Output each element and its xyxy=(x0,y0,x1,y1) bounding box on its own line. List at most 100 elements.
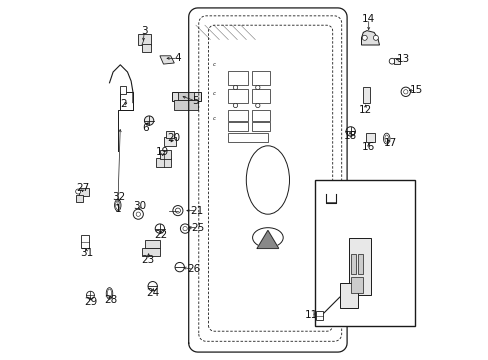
Polygon shape xyxy=(257,230,278,248)
Text: 7: 7 xyxy=(363,236,369,246)
Text: c: c xyxy=(212,62,215,67)
Text: 10: 10 xyxy=(331,189,344,199)
Text: 17: 17 xyxy=(383,138,396,148)
Bar xyxy=(138,34,151,45)
Bar xyxy=(81,235,88,248)
Bar xyxy=(156,158,170,167)
Circle shape xyxy=(373,35,378,40)
Text: 13: 13 xyxy=(396,54,409,64)
Bar xyxy=(228,71,247,85)
Bar xyxy=(362,87,370,103)
Ellipse shape xyxy=(106,288,113,299)
Bar xyxy=(76,195,82,202)
Text: 32: 32 xyxy=(112,192,125,202)
Text: c: c xyxy=(212,116,215,121)
Ellipse shape xyxy=(384,135,387,142)
Ellipse shape xyxy=(383,133,389,144)
Bar xyxy=(178,92,194,100)
Text: 30: 30 xyxy=(133,201,145,211)
Circle shape xyxy=(183,226,187,231)
Text: 12: 12 xyxy=(358,105,371,115)
Polygon shape xyxy=(172,92,201,101)
Bar xyxy=(316,311,322,320)
Text: 6: 6 xyxy=(142,123,148,133)
Bar xyxy=(163,137,176,146)
Text: 3: 3 xyxy=(141,26,147,36)
Text: 14: 14 xyxy=(361,14,375,24)
Text: 31: 31 xyxy=(80,248,93,258)
Text: 24: 24 xyxy=(146,288,159,298)
Circle shape xyxy=(362,35,366,40)
Circle shape xyxy=(144,116,153,125)
Text: 20: 20 xyxy=(167,132,181,143)
Ellipse shape xyxy=(115,201,120,210)
Bar xyxy=(79,188,89,196)
Text: 21: 21 xyxy=(190,206,203,216)
Circle shape xyxy=(346,127,355,136)
Bar xyxy=(314,180,415,326)
Bar xyxy=(160,150,170,159)
Bar xyxy=(357,254,363,274)
Bar xyxy=(251,71,269,85)
Text: 2: 2 xyxy=(121,99,127,109)
Text: 8: 8 xyxy=(405,197,412,207)
Bar xyxy=(145,240,160,248)
Bar xyxy=(142,248,160,256)
Circle shape xyxy=(172,206,183,216)
Text: 18: 18 xyxy=(343,131,356,141)
Bar xyxy=(350,277,363,293)
Bar xyxy=(120,86,125,94)
Circle shape xyxy=(175,208,180,213)
Circle shape xyxy=(255,85,260,90)
Ellipse shape xyxy=(246,146,289,214)
Bar xyxy=(166,131,174,138)
Bar xyxy=(142,44,151,52)
Bar xyxy=(393,58,400,64)
Circle shape xyxy=(148,282,157,291)
Circle shape xyxy=(233,103,237,108)
Ellipse shape xyxy=(114,199,121,211)
Bar xyxy=(228,133,267,142)
Text: 27: 27 xyxy=(77,183,90,193)
Text: 15: 15 xyxy=(409,85,422,95)
Circle shape xyxy=(136,212,140,216)
Text: 11: 11 xyxy=(304,310,317,320)
Circle shape xyxy=(233,85,237,90)
Text: 26: 26 xyxy=(186,264,200,274)
Bar xyxy=(228,122,247,131)
Circle shape xyxy=(86,291,94,299)
Polygon shape xyxy=(160,56,174,64)
Text: 28: 28 xyxy=(104,294,117,305)
Text: 29: 29 xyxy=(83,297,97,307)
Text: 9: 9 xyxy=(348,270,355,280)
Text: 25: 25 xyxy=(191,222,204,233)
Circle shape xyxy=(255,103,260,108)
Ellipse shape xyxy=(107,289,111,298)
Bar xyxy=(339,283,357,308)
Bar xyxy=(348,238,370,295)
Bar xyxy=(228,89,247,103)
Text: 16: 16 xyxy=(361,142,375,152)
Text: 4: 4 xyxy=(174,53,181,63)
Ellipse shape xyxy=(252,228,283,248)
Bar xyxy=(228,110,247,121)
Bar xyxy=(174,100,197,110)
Circle shape xyxy=(403,90,407,94)
Text: 19: 19 xyxy=(156,147,169,157)
Circle shape xyxy=(388,58,394,64)
Circle shape xyxy=(76,189,81,194)
Circle shape xyxy=(396,199,405,208)
Bar xyxy=(251,89,269,103)
Circle shape xyxy=(400,87,409,96)
Bar xyxy=(350,254,355,274)
Circle shape xyxy=(175,262,184,272)
Bar xyxy=(120,92,133,110)
Bar xyxy=(251,110,269,121)
Polygon shape xyxy=(361,31,379,45)
Bar xyxy=(366,133,374,142)
Circle shape xyxy=(180,224,189,233)
Text: 1: 1 xyxy=(114,204,121,214)
Circle shape xyxy=(155,224,164,233)
Circle shape xyxy=(133,209,143,219)
Text: 22: 22 xyxy=(154,230,167,240)
